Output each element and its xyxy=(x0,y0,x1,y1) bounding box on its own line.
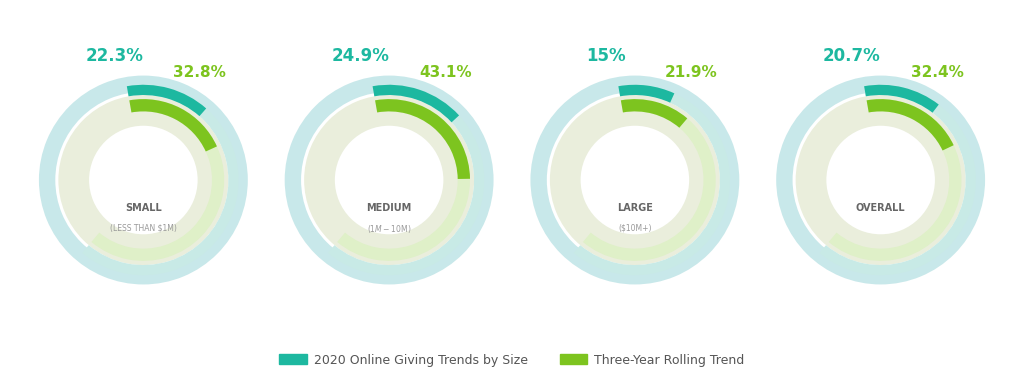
Wedge shape xyxy=(864,85,939,113)
Text: OVERALL: OVERALL xyxy=(856,203,905,213)
Wedge shape xyxy=(621,99,687,128)
Text: 15%: 15% xyxy=(587,47,626,65)
Text: SMALL: SMALL xyxy=(125,203,162,213)
Text: 24.9%: 24.9% xyxy=(332,47,389,65)
Wedge shape xyxy=(328,85,484,275)
Wedge shape xyxy=(550,95,720,265)
Wedge shape xyxy=(304,95,474,265)
Wedge shape xyxy=(776,75,985,285)
Text: 20.7%: 20.7% xyxy=(823,47,881,65)
Wedge shape xyxy=(91,99,224,261)
Wedge shape xyxy=(618,85,675,103)
Text: MEDIUM: MEDIUM xyxy=(367,203,412,213)
Wedge shape xyxy=(127,85,206,116)
Text: 22.3%: 22.3% xyxy=(86,47,143,65)
Wedge shape xyxy=(573,85,730,275)
Text: 21.9%: 21.9% xyxy=(665,65,718,80)
Text: ($10M+): ($10M+) xyxy=(618,223,651,232)
Wedge shape xyxy=(819,85,976,275)
Wedge shape xyxy=(39,75,248,285)
Wedge shape xyxy=(82,85,239,275)
Wedge shape xyxy=(375,99,470,179)
Text: 32.8%: 32.8% xyxy=(173,65,226,80)
Text: (LESS THAN $1M): (LESS THAN $1M) xyxy=(110,223,177,232)
Text: 43.1%: 43.1% xyxy=(419,65,472,80)
Wedge shape xyxy=(583,99,716,261)
Wedge shape xyxy=(530,75,739,285)
Wedge shape xyxy=(58,95,228,265)
Wedge shape xyxy=(285,75,494,285)
Wedge shape xyxy=(828,99,962,261)
Wedge shape xyxy=(796,95,966,265)
Wedge shape xyxy=(129,99,217,152)
Text: LARGE: LARGE xyxy=(616,203,653,213)
Text: ($1M - $10M): ($1M - $10M) xyxy=(367,223,412,235)
Legend: 2020 Online Giving Trends by Size, Three-Year Rolling Trend: 2020 Online Giving Trends by Size, Three… xyxy=(274,349,750,372)
Text: 32.4%: 32.4% xyxy=(910,65,964,80)
Wedge shape xyxy=(337,99,470,261)
Wedge shape xyxy=(373,85,459,122)
Wedge shape xyxy=(866,99,953,151)
